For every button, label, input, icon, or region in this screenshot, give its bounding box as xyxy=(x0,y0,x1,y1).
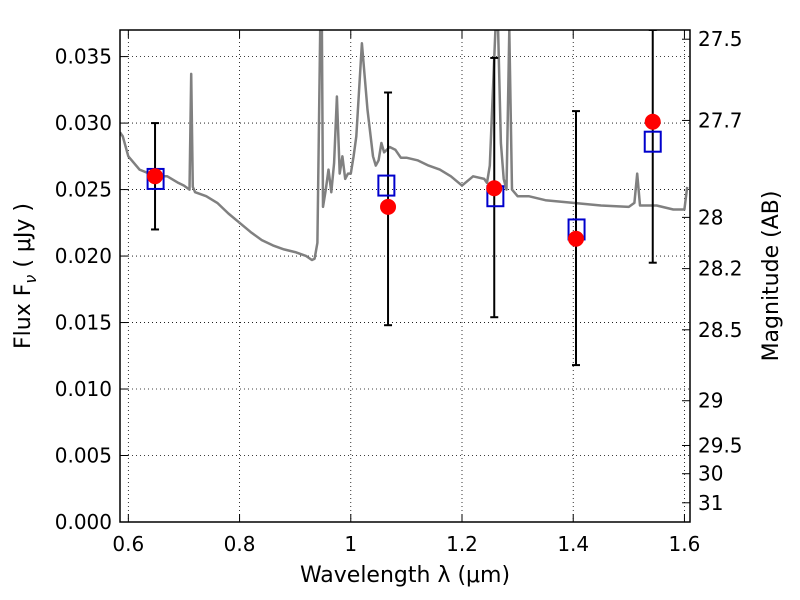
y-tick-label: 0.025 xyxy=(55,178,112,202)
y2-tick-label: 29.5 xyxy=(698,433,743,457)
y-tick-labels: 0.000 0.005 0.010 0.015 0.020 0.025 0.030 0.035 xyxy=(55,45,112,534)
x-tick-label: 1 xyxy=(344,532,357,556)
observed-flux-point xyxy=(568,230,584,247)
observed-flux-point xyxy=(380,198,397,215)
model-spectrum-line xyxy=(120,30,689,262)
x-tick-label: 1.2 xyxy=(446,532,478,556)
y2-tick-label: 30 xyxy=(698,462,723,486)
x-tick-label: 0.6 xyxy=(112,532,144,556)
y2-tick-label: 27.5 xyxy=(698,27,743,51)
x-tick-label: 0.8 xyxy=(224,532,256,556)
y-tick-label: 0.020 xyxy=(55,244,112,268)
y-tick-label: 0.035 xyxy=(55,45,112,69)
x-tick-labels: 0.6 0.8 1 1.2 1.4 1.6 xyxy=(112,532,700,556)
grid-lines xyxy=(120,30,690,523)
y2-axis-label: Magnitude (AB) xyxy=(759,191,784,362)
y2-tick-label: 28.5 xyxy=(698,318,743,342)
y-tick-label: 0.005 xyxy=(55,444,112,468)
plot-frame xyxy=(119,29,691,523)
y-tick-label: 0.000 xyxy=(55,510,112,534)
y-tick-label: 0.015 xyxy=(55,311,112,335)
plot-marks xyxy=(120,30,689,367)
axis-ticks xyxy=(120,30,690,523)
plot-area xyxy=(120,30,689,367)
y2-tick-label: 28.2 xyxy=(698,257,743,281)
y2-tick-label: 27.7 xyxy=(698,108,743,132)
y-axis-label: Flux Fν ( μJy ) xyxy=(11,203,40,349)
model-photometry-square xyxy=(643,130,662,153)
observed-flux-point xyxy=(147,168,164,185)
y2-tick-label: 28 xyxy=(698,205,723,229)
y-tick-label: 0.010 xyxy=(55,377,112,401)
x-tick-label: 1.6 xyxy=(669,532,701,556)
y-tick-label: 0.030 xyxy=(55,111,112,135)
observed-flux-point xyxy=(486,180,503,197)
y2-tick-label: 31 xyxy=(698,491,723,515)
observed-flux-point xyxy=(644,113,661,130)
y2-tick-label: 29 xyxy=(698,389,723,413)
x-tick-label: 1.4 xyxy=(557,532,589,556)
model-photometry-square xyxy=(377,174,396,197)
y2-tick-labels: 27.5 27.7 28 28.2 28.5 29 29.5 30 31 xyxy=(698,27,743,515)
x-axis-label: Wavelength λ (μm) xyxy=(300,563,510,588)
